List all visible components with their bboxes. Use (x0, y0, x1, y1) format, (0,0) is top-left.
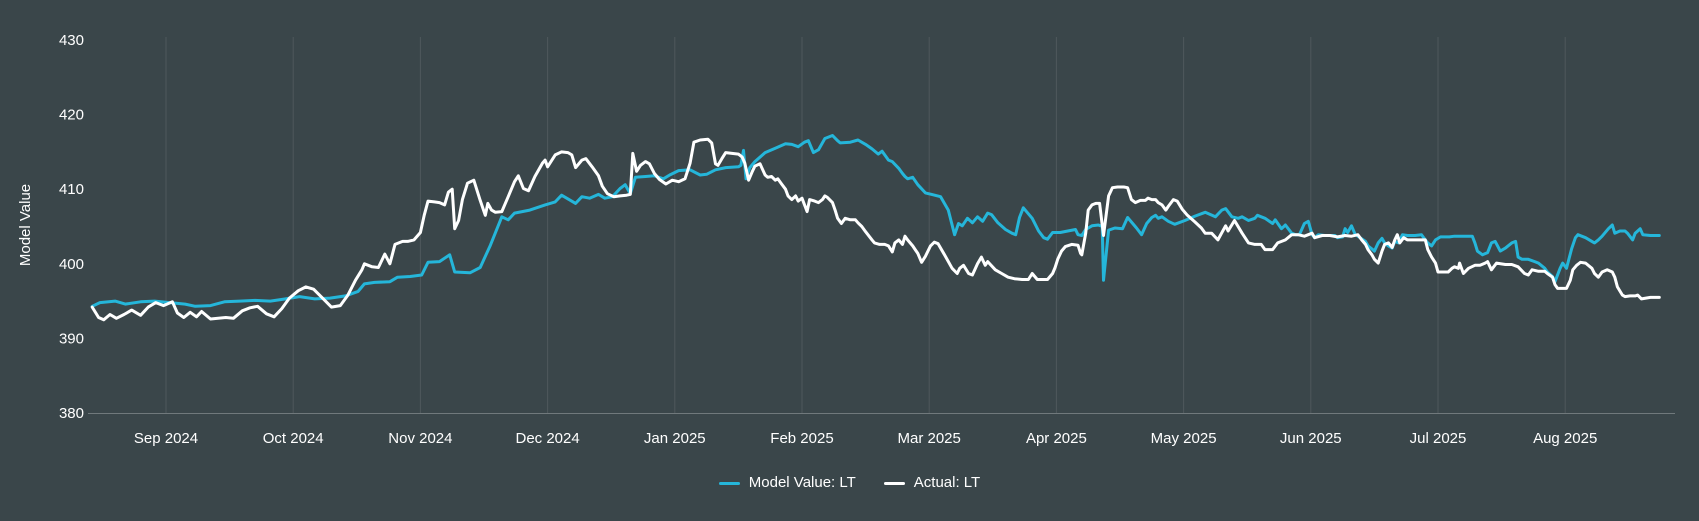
legend-item-actual[interactable]: Actual: LT (883, 473, 981, 493)
x-axis-tick-label: Jul 2025 (1410, 430, 1467, 447)
series-line-actual[interactable] (90, 137, 1661, 322)
y-axis-tick-label: 410 (59, 181, 84, 198)
legend-label-actual: Actual: LT (913, 474, 981, 491)
y-axis-title: Model Value (17, 184, 34, 266)
x-axis-tick-label: Nov 2024 (388, 430, 452, 447)
x-axis-tick-label: Feb 2025 (770, 430, 833, 447)
y-axis-tick-label: 400 (59, 256, 84, 273)
x-axis-tick-label: Jun 2025 (1280, 430, 1342, 447)
x-axis-tick-label: Mar 2025 (898, 430, 961, 447)
x-axis-tick-label: Apr 2025 (1026, 430, 1087, 447)
y-axis-tick-label: 420 (59, 107, 84, 124)
legend-swatch-actual (883, 481, 905, 485)
chart-legend: Model Value: LT Actual: LT (0, 473, 1699, 493)
series-line-model-value[interactable] (90, 134, 1661, 308)
legend-item-model-value[interactable]: Model Value: LT (718, 473, 856, 493)
y-axis-tick-label: 430 (59, 32, 84, 49)
y-axis-tick-label: 390 (59, 330, 84, 347)
x-axis-tick-label: Jan 2025 (644, 430, 706, 447)
legend-label-model-value: Model Value: LT (748, 474, 856, 491)
x-axis-tick-label: Aug 2025 (1533, 430, 1597, 447)
x-axis-tick-label: May 2025 (1151, 430, 1217, 447)
x-axis-tick-label: Dec 2024 (515, 430, 579, 447)
legend-swatch-model-value (718, 481, 740, 485)
y-axis-tick-label: 380 (59, 405, 84, 422)
x-axis-tick-label: Oct 2024 (263, 430, 324, 447)
x-axis-tick-label: Sep 2024 (134, 430, 198, 447)
